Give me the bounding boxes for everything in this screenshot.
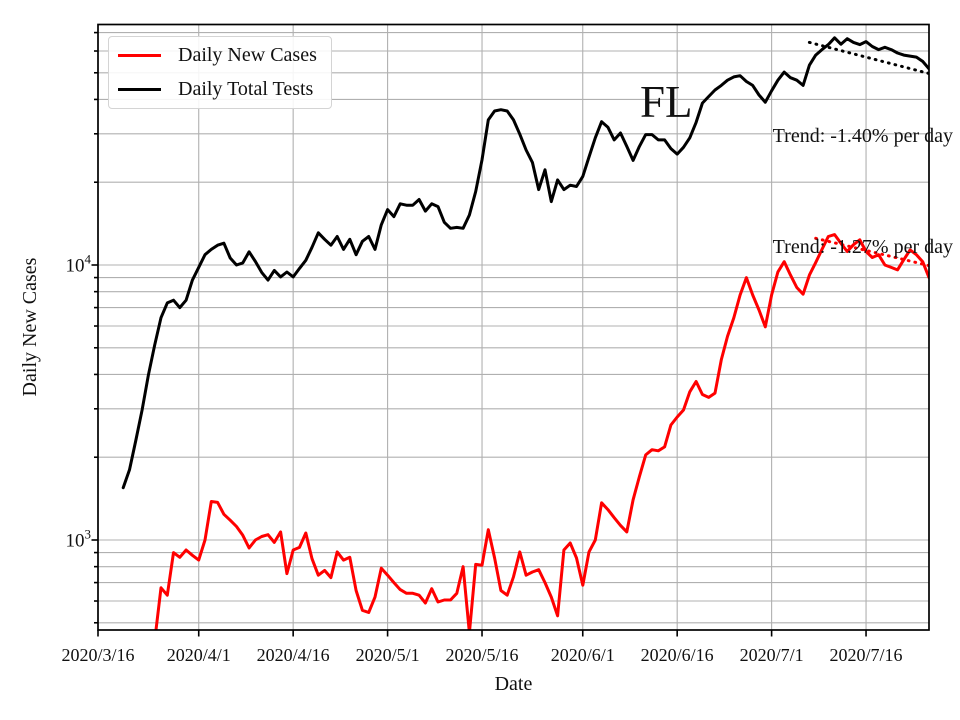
red-line-swatch-icon: [118, 54, 161, 57]
grid: [97, 24, 929, 630]
legend-item-daily-new-cases: Daily New Cases: [109, 40, 331, 71]
series-daily-new-cases: [154, 233, 929, 630]
series-tests-trend-fit: [807, 40, 929, 75]
legend-label: Daily New Cases: [178, 44, 317, 66]
legend: Daily New Cases Daily Total Tests: [108, 36, 332, 109]
tests-trend-annotation: Trend: -1.40% per day: [772, 125, 953, 147]
x-tick-label: 2020/4/1: [167, 645, 231, 665]
x-tick-label: 2020/7/16: [830, 645, 903, 665]
series-cases-trend-fit: [814, 236, 929, 268]
legend-item-daily-total-tests: Daily Total Tests: [109, 74, 331, 105]
black-line-swatch-icon: [118, 88, 161, 91]
series-daily-total-tests: [121, 36, 929, 490]
state-label: FL: [640, 77, 693, 127]
x-tick-label: 2020/3/16: [61, 645, 134, 665]
tick-labels: 2020/3/16 2020/4/1 2020/4/16 2020/5/1 2020/5…: [61, 252, 902, 666]
x-tick-label: 2020/5/16: [446, 645, 519, 665]
x-axis-title: Date: [494, 673, 533, 695]
x-tick-label: 2020/6/1: [551, 645, 615, 665]
x-tick-label: 2020/7/1: [740, 645, 804, 665]
x-tick-label: 2020/4/16: [257, 645, 330, 665]
legend-label: Daily Total Tests: [178, 78, 314, 100]
y-tick-label: 103: [66, 527, 92, 552]
x-tick-label: 2020/5/1: [356, 645, 420, 665]
ticks: [91, 31, 867, 637]
y-axis-title: Daily New Cases: [19, 257, 41, 397]
cases-trend-annotation: Trend: -1.27% per day: [772, 236, 953, 258]
axes-frame: [97, 23, 930, 631]
series-group: [121, 36, 929, 630]
y-tick-label: 104: [66, 252, 92, 277]
x-tick-label: 2020/6/16: [641, 645, 714, 665]
